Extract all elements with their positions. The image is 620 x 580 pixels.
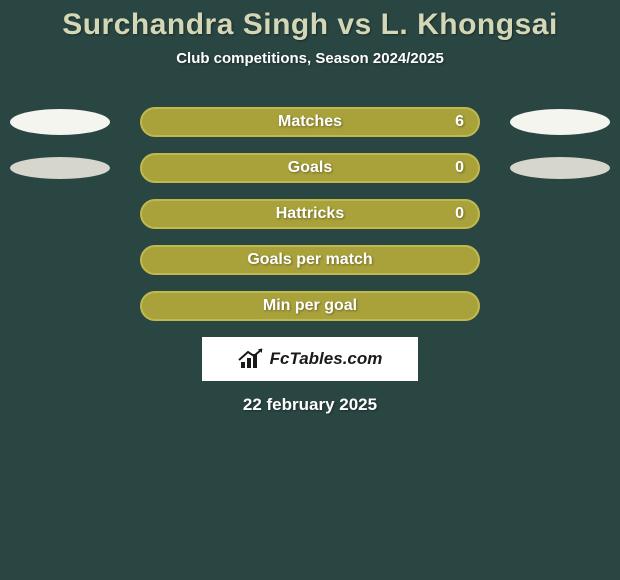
stat-bar: Goals per match bbox=[140, 245, 480, 275]
stat-label: Goals per match bbox=[142, 251, 478, 269]
stat-label: Matches bbox=[142, 113, 478, 131]
stat-bar: Goals0 bbox=[140, 153, 480, 183]
stat-value: 0 bbox=[455, 205, 464, 223]
comparison-chart: Matches6Goals0Hattricks0Goals per matchM… bbox=[0, 107, 620, 321]
logo-text: FcTables.com bbox=[270, 349, 383, 369]
stat-row: Goals per match bbox=[0, 245, 620, 275]
stat-row: Hattricks0 bbox=[0, 199, 620, 229]
stat-label: Hattricks bbox=[142, 205, 478, 223]
stat-value: 6 bbox=[455, 113, 464, 131]
date-label: 22 february 2025 bbox=[0, 395, 620, 415]
subtitle: Club competitions, Season 2024/2025 bbox=[0, 50, 620, 67]
stat-row: Matches6 bbox=[0, 107, 620, 137]
right-ellipse bbox=[510, 109, 610, 135]
left-ellipse bbox=[10, 109, 110, 135]
stat-value: 0 bbox=[455, 159, 464, 177]
stat-bar: Matches6 bbox=[140, 107, 480, 137]
stat-bar: Hattricks0 bbox=[140, 199, 480, 229]
stat-row: Goals0 bbox=[0, 153, 620, 183]
bar-chart-icon bbox=[238, 348, 264, 370]
left-ellipse bbox=[10, 157, 110, 179]
page-title: Surchandra Singh vs L. Khongsai bbox=[0, 0, 620, 42]
logo-box: FcTables.com bbox=[202, 337, 418, 381]
right-ellipse bbox=[510, 157, 610, 179]
stat-label: Goals bbox=[142, 159, 478, 177]
stat-row: Min per goal bbox=[0, 291, 620, 321]
stat-label: Min per goal bbox=[142, 297, 478, 315]
stat-bar: Min per goal bbox=[140, 291, 480, 321]
